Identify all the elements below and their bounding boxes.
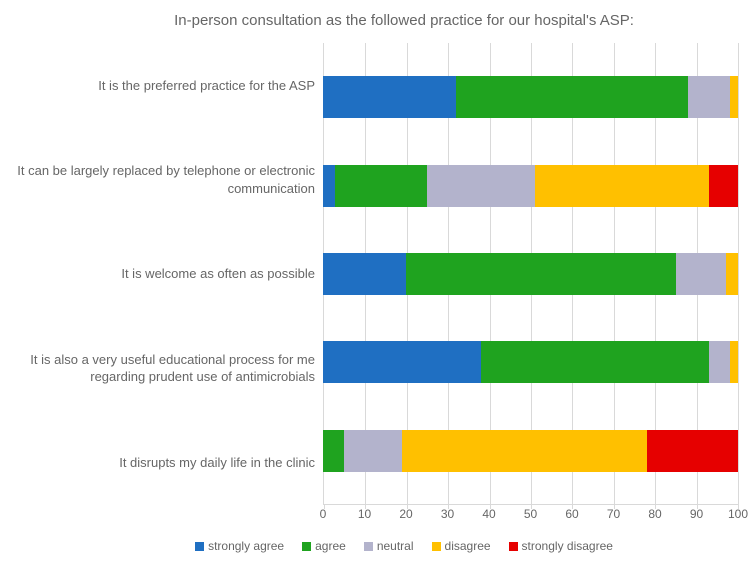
- y-axis-label: It can be largely replaced by telephone …: [10, 162, 315, 197]
- legend-label: disagree: [445, 539, 491, 553]
- x-tick-label: 50: [524, 507, 537, 521]
- bar-segment-agree: [406, 253, 676, 295]
- bar-segment-neutral: [688, 76, 730, 118]
- x-tick-label: 10: [358, 507, 371, 521]
- x-axis: 0102030405060708090100: [10, 507, 738, 529]
- x-axis-ticks: 0102030405060708090100: [323, 507, 738, 529]
- chart-container: In-person consultation as the followed p…: [0, 0, 756, 561]
- x-tick-label: 100: [728, 507, 748, 521]
- y-axis-label: It disrupts my daily life in the clinic: [10, 454, 315, 472]
- legend-label: strongly agree: [208, 539, 284, 553]
- legend-swatch-icon: [509, 542, 518, 551]
- bar-segment-agree: [456, 76, 688, 118]
- x-tick-label: 90: [690, 507, 703, 521]
- bar-segment-strongly_agree: [323, 76, 456, 118]
- plot-area: [323, 43, 738, 505]
- legend-item-strongly_agree: strongly agree: [195, 539, 284, 553]
- bar-segment-strongly_agree: [323, 165, 335, 207]
- legend-item-disagree: disagree: [432, 539, 491, 553]
- legend-label: strongly disagree: [522, 539, 613, 553]
- x-tick-label: 40: [482, 507, 495, 521]
- bar-segment-strongly_disagree: [647, 430, 738, 472]
- x-tick-label: 0: [320, 507, 327, 521]
- legend-swatch-icon: [302, 542, 311, 551]
- bar-row: [323, 76, 738, 118]
- y-axis-label: It is the preferred practice for the ASP: [10, 77, 315, 95]
- x-tick-label: 80: [648, 507, 661, 521]
- bar-segment-strongly_agree: [323, 341, 481, 383]
- x-tick-label: 20: [399, 507, 412, 521]
- bar-segment-disagree: [535, 165, 709, 207]
- x-tick-label: 30: [441, 507, 454, 521]
- bar-segment-strongly_disagree: [709, 165, 738, 207]
- legend-item-agree: agree: [302, 539, 346, 553]
- legend-label: neutral: [377, 539, 414, 553]
- bar-segment-agree: [335, 165, 426, 207]
- legend-item-strongly_disagree: strongly disagree: [509, 539, 613, 553]
- bar-row: [323, 165, 738, 207]
- legend-swatch-icon: [195, 542, 204, 551]
- plot-wrap: It is the preferred practice for the ASP…: [10, 43, 738, 505]
- y-axis-label: It is welcome as often as possible: [10, 265, 315, 283]
- x-tick-label: 70: [607, 507, 620, 521]
- bar-segment-agree: [481, 341, 709, 383]
- bar-segment-neutral: [709, 341, 730, 383]
- y-axis-label: It is also a very useful educational pro…: [10, 351, 315, 386]
- bar-segment-disagree: [730, 341, 738, 383]
- legend-swatch-icon: [432, 542, 441, 551]
- gridline: [738, 43, 739, 504]
- legend-swatch-icon: [364, 542, 373, 551]
- bar-segment-neutral: [427, 165, 535, 207]
- bar-row: [323, 341, 738, 383]
- legend-label: agree: [315, 539, 346, 553]
- bar-segment-neutral: [676, 253, 726, 295]
- bar-row: [323, 253, 738, 295]
- legend: strongly agree agree neutral disagree strong…: [10, 539, 738, 553]
- bar-segment-disagree: [402, 430, 647, 472]
- bar-row: [323, 430, 738, 472]
- bar-segment-disagree: [730, 76, 738, 118]
- legend-item-neutral: neutral: [364, 539, 414, 553]
- x-tick-label: 60: [565, 507, 578, 521]
- chart-title: In-person consultation as the followed p…: [10, 12, 738, 29]
- bar-segment-strongly_agree: [323, 253, 406, 295]
- bar-segment-agree: [323, 430, 344, 472]
- bars-group: [323, 43, 738, 505]
- y-axis-labels: It is the preferred practice for the ASP…: [10, 43, 323, 505]
- bar-segment-disagree: [726, 253, 738, 295]
- bar-segment-neutral: [344, 430, 402, 472]
